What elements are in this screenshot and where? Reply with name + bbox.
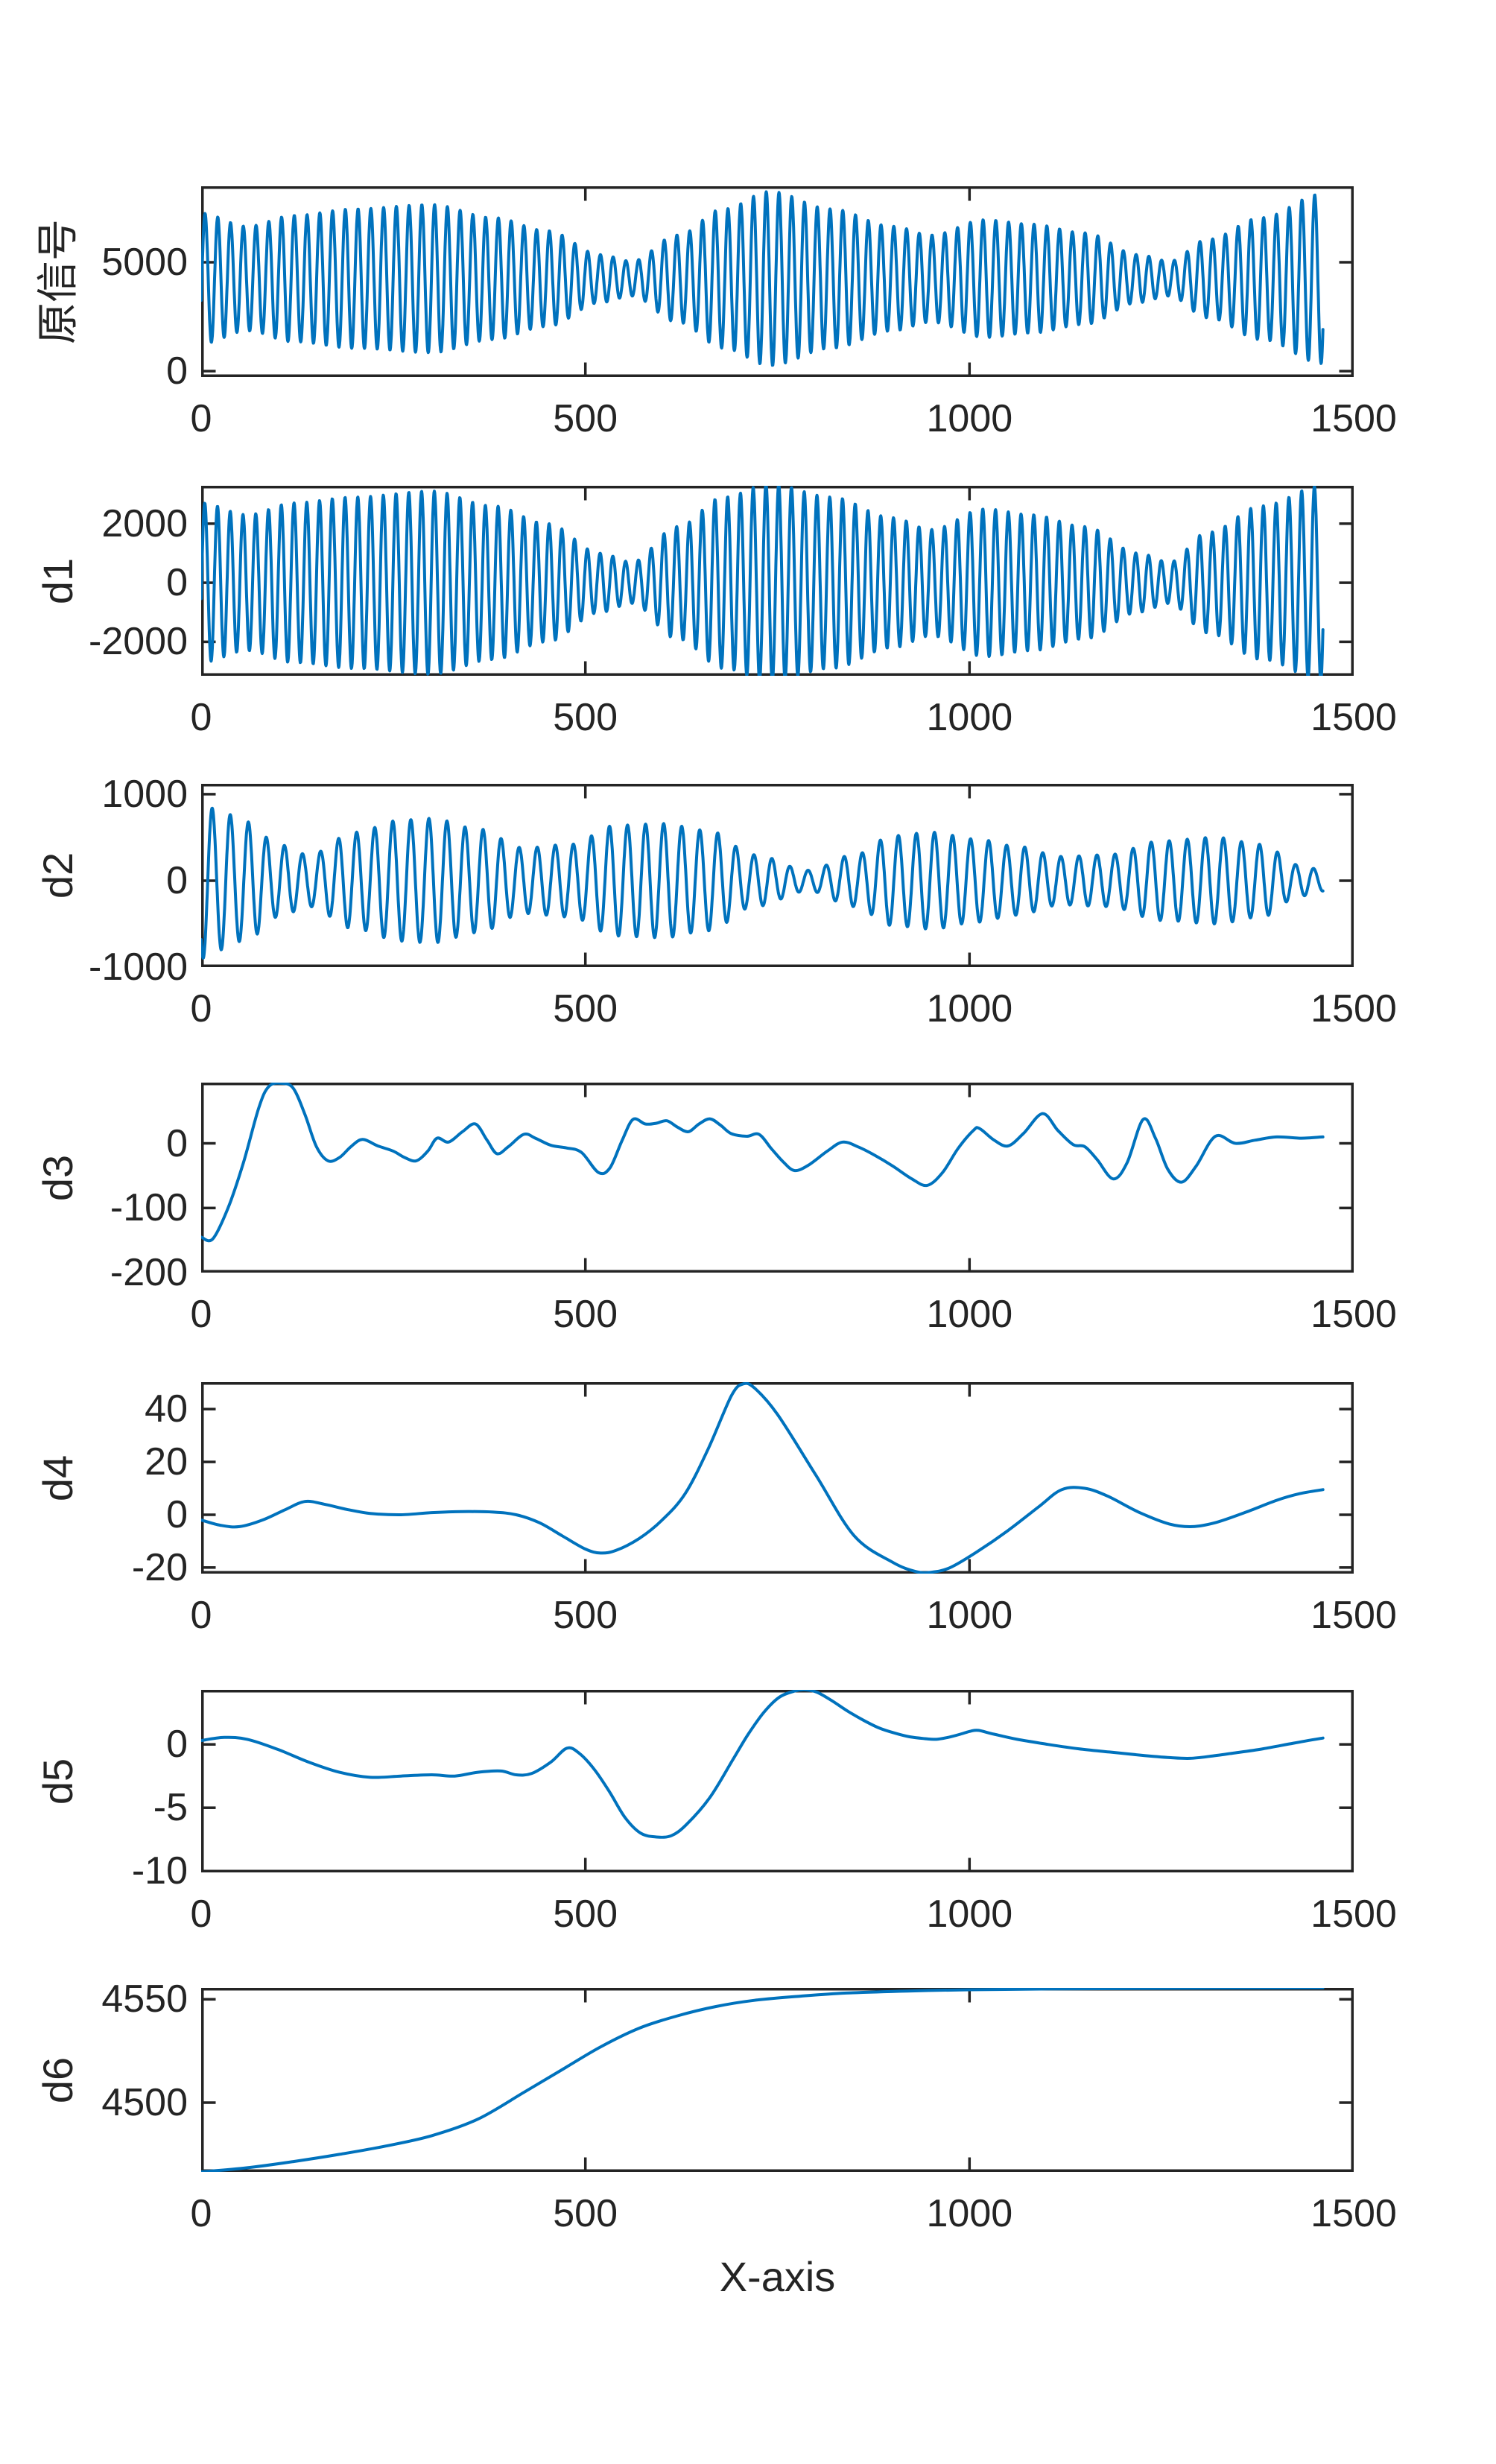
subplot-d6: d6 4500 4550 0 500 1000 1500 [0,1980,1496,2246]
subplot-d4: d4 -20 0 20 40 0 500 1000 1500 [0,1382,1496,1648]
y-tick-label: 4550 [101,1977,188,2021]
x-tick-label: 500 [553,2192,618,2235]
subplot-d2: d2 -1000 0 1000 0 500 1000 1500 [0,775,1496,1042]
x-tick-label: 500 [553,397,618,440]
y-tick-label: 0 [166,561,188,605]
y-tick-label: 5000 [101,240,188,284]
y-tick-label: 0 [166,349,188,393]
plot-area-original [201,186,1354,377]
plot-area-d1 [201,486,1354,676]
x-tick-label: 0 [190,1893,212,1936]
x-tick-label: 1000 [926,1293,1013,1336]
x-tick-label: 1500 [1310,2192,1397,2235]
x-tick-label: 0 [190,1594,212,1637]
x-tick-label: 1500 [1310,1293,1397,1336]
x-tick-label: 1000 [926,2192,1013,2235]
x-tick-label: 1500 [1310,397,1397,440]
y-tick-label: 0 [166,1723,188,1767]
y-tick-label: 40 [145,1387,188,1431]
y-tick-label: -20 [131,1545,188,1589]
y-tick-label: -200 [110,1251,188,1294]
x-tick-label: 1000 [926,1893,1013,1936]
plot-area-d4 [201,1382,1354,1574]
x-tick-label: 1500 [1310,987,1397,1030]
y-axis-label-original: 原信号 [34,219,81,344]
x-tick-label: 0 [190,987,212,1030]
x-tick-label: 500 [553,1893,618,1936]
plot-area-d2 [201,784,1354,967]
plot-area-d6 [201,1988,1354,2172]
y-tick-label: -10 [131,1849,188,1893]
subplot-d5: d5 -10 -5 0 0 500 1000 1500 [0,1690,1496,1947]
subplot-d3: d3 -200 -100 0 0 500 1000 1500 [0,1083,1496,1347]
y-tick-label: 1000 [101,772,188,816]
x-tick-label: 500 [553,696,618,739]
y-tick-label: 20 [145,1440,188,1484]
y-tick-label: -100 [110,1186,188,1230]
x-tick-label: 1000 [926,987,1013,1030]
y-tick-label: -1000 [89,946,188,989]
subplot-original: 原信号 0 5000 0 500 1000 1500 [0,186,1496,452]
y-tick-label: 0 [166,1121,188,1165]
y-tick-label: 4500 [101,2081,188,2125]
x-tick-label: 1500 [1310,696,1397,739]
x-tick-label: 500 [553,1293,618,1336]
x-axis-title: X-axis [719,2253,836,2300]
subplot-d1: d1 -2000 0 2000 0 500 1000 1500 [0,486,1496,750]
x-tick-label: 0 [190,1293,212,1336]
plot-area-d5 [201,1690,1354,1872]
y-tick-label: 2000 [101,501,188,545]
x-tick-label: 1500 [1310,1594,1397,1637]
x-tick-label: 0 [190,397,212,440]
y-tick-label: 0 [166,858,188,902]
y-tick-label: -5 [153,1786,188,1830]
x-tick-label: 1000 [926,397,1013,440]
x-tick-label: 1000 [926,1594,1013,1637]
x-tick-label: 500 [553,987,618,1030]
y-tick-label: -2000 [89,620,188,664]
x-tick-label: 0 [190,696,212,739]
x-tick-label: 1000 [926,696,1013,739]
x-tick-label: 1500 [1310,1893,1397,1936]
x-tick-label: 500 [553,1594,618,1637]
plot-area-d3 [201,1083,1354,1273]
x-tick-label: 0 [190,2192,212,2235]
y-tick-label: 0 [166,1492,188,1536]
